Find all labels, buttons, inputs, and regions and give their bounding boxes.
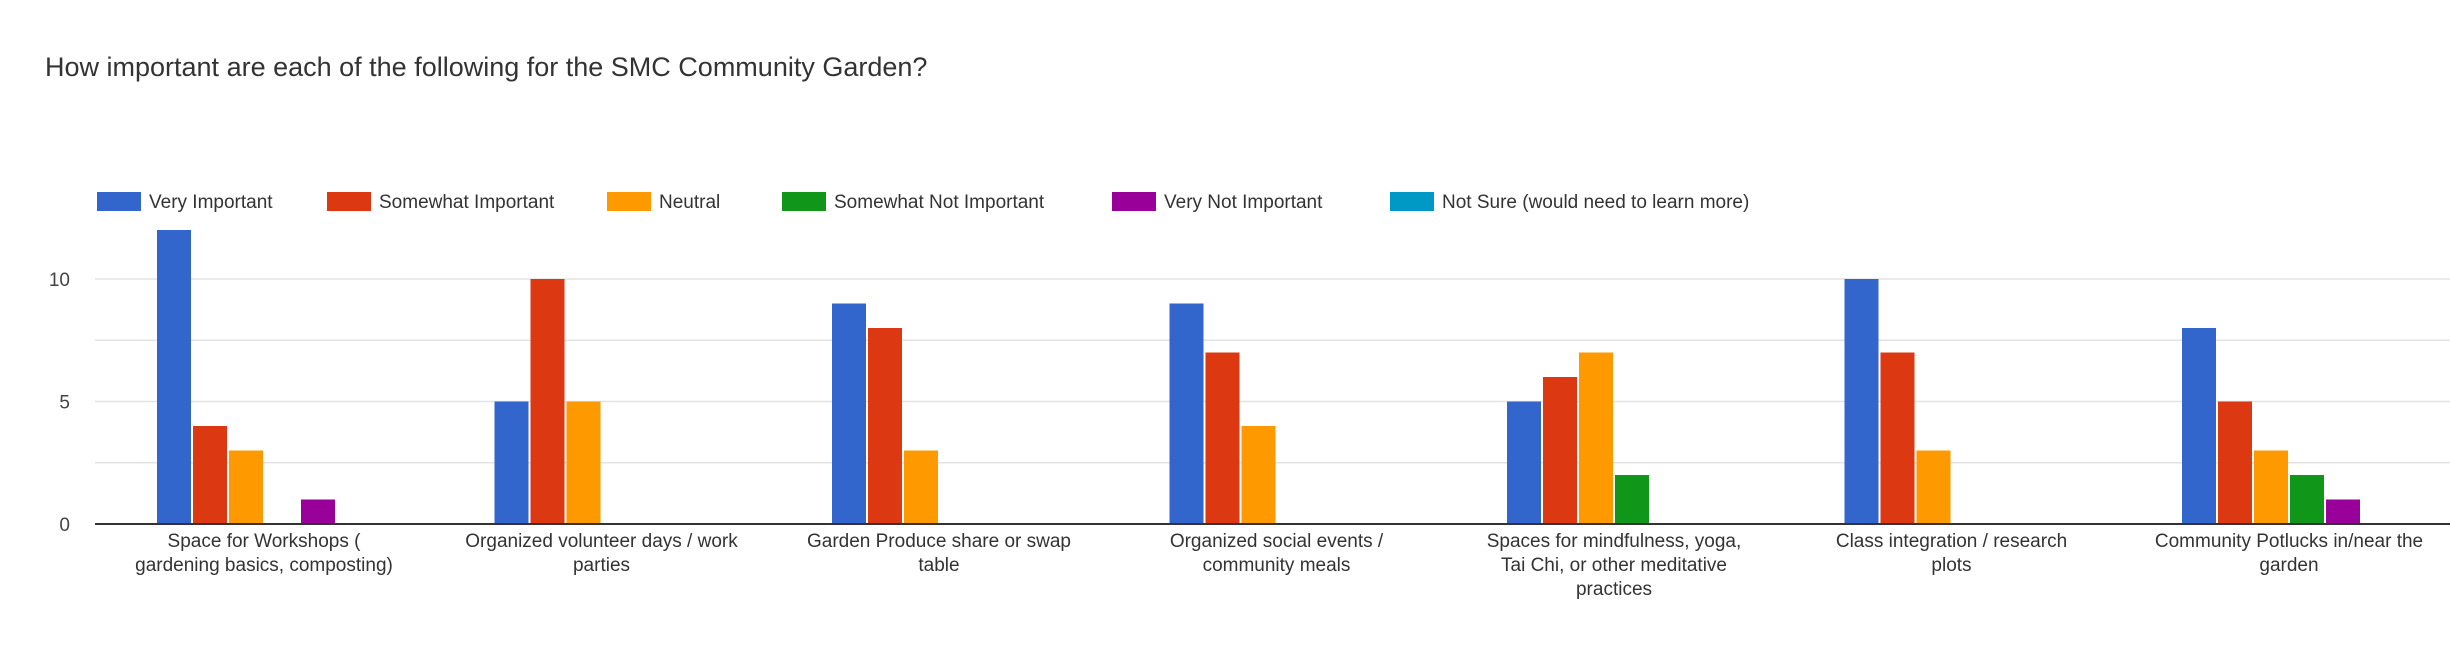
legend-item[interactable]: Not Sure (would need to learn more) [1390,192,1749,213]
legend-label: Very Not Important [1164,192,1323,213]
legend-swatch [782,192,826,211]
legend: Very Important Somewhat Important Neutral S… [97,192,1749,213]
legend-label: Neutral [659,192,720,213]
legend-swatch [607,192,651,211]
bar[interactable] [904,450,938,525]
legend-swatch [327,192,371,211]
bar[interactable] [1543,377,1577,524]
bar[interactable] [1880,352,1915,525]
bar-group [157,230,335,524]
chart-title: How important are each of the following … [45,52,927,82]
legend-swatch [1112,192,1156,211]
bar-group [494,279,601,525]
legend-item[interactable]: Somewhat Important [327,192,555,213]
bar[interactable] [1579,352,1613,525]
bar[interactable] [1844,279,1879,524]
bar-group [1844,279,1951,525]
bar[interactable] [566,401,601,525]
bar[interactable] [2290,475,2324,524]
y-tick-label: 5 [59,393,70,414]
bar[interactable] [2218,401,2252,525]
x-category-label: Space for Workshops ( [168,531,362,552]
bar[interactable] [494,401,529,525]
x-category-label: Organized social events / [1170,531,1384,552]
x-category-label: gardening basics, composting) [135,555,393,576]
bar[interactable] [2326,499,2360,525]
x-category-label: Community Potlucks in/near the [2155,531,2423,552]
bar-group [1507,352,1649,525]
bar[interactable] [868,328,902,524]
bar[interactable] [1916,450,1951,525]
legend-item[interactable]: Neutral [607,192,720,213]
bar[interactable] [2182,328,2216,524]
legend-label: Somewhat Not Important [834,192,1045,213]
x-axis-category-labels: Space for Workshops ( gardening basics, c… [135,531,2423,600]
x-category-label: Spaces for mindfulness, yoga, [1487,531,1742,552]
bar[interactable] [530,279,565,524]
x-category-label: Organized volunteer days / work [465,531,738,552]
bar[interactable] [157,230,191,524]
bar[interactable] [832,303,866,525]
bar-group [2182,328,2360,524]
bar-group [1169,303,1276,525]
bar[interactable] [1241,426,1276,524]
bar[interactable] [1205,352,1240,525]
y-tick-label: 0 [59,515,70,536]
legend-swatch [1390,192,1434,211]
x-category-label: garden [2259,555,2318,576]
x-category-label: table [918,555,959,576]
x-category-label: practices [1576,579,1652,600]
legend-label: Not Sure (would need to learn more) [1442,192,1749,213]
bar[interactable] [193,426,227,524]
x-category-label: community meals [1203,555,1351,576]
bar[interactable] [229,450,263,525]
bar[interactable] [1169,303,1204,525]
legend-item[interactable]: Somewhat Not Important [782,192,1045,213]
x-category-label: Tai Chi, or other meditative [1501,555,1727,576]
legend-label: Somewhat Important [379,192,555,213]
bar[interactable] [1615,475,1649,524]
bar[interactable] [2254,450,2288,525]
x-category-label: parties [573,555,630,576]
legend-item[interactable]: Very Not Important [1112,192,1323,213]
y-axis-ticks: 0 5 10 [49,270,70,536]
bar[interactable] [301,499,335,525]
x-category-label: Garden Produce share or swap [807,531,1071,552]
legend-label: Very Important [149,192,273,213]
bar[interactable] [1507,401,1541,525]
y-tick-label: 10 [49,270,70,291]
legend-item[interactable]: Very Important [97,192,273,213]
bar-group [832,303,938,525]
bars [157,230,2360,524]
legend-swatch [97,192,141,211]
x-category-label: Class integration / research [1836,531,2067,552]
x-category-label: plots [1931,555,1971,576]
